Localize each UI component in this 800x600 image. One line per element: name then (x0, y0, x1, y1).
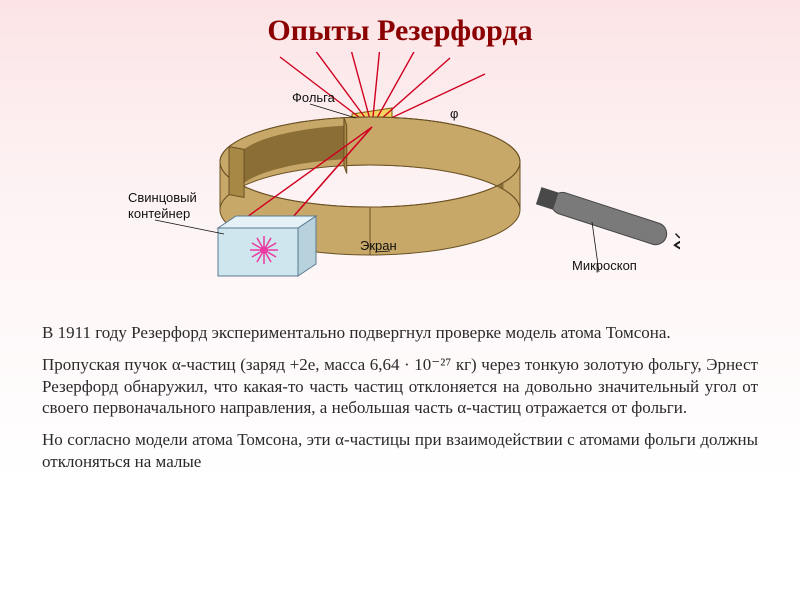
paragraph-1: В 1911 году Резерфорд экспериментально п… (42, 322, 758, 344)
svg-text:Микроскоп: Микроскоп (572, 258, 637, 273)
svg-text:φ: φ (450, 106, 458, 121)
paragraph-2: Пропуская пучок α-частиц (заряд +2e, мас… (42, 354, 758, 419)
svg-text:Фольга: Фольга (292, 90, 336, 105)
body-text: В 1911 году Резерфорд экспериментально п… (42, 322, 758, 473)
svg-text:Свинцовый: Свинцовый (128, 190, 197, 205)
page-title: Опыты Резерфорда (42, 14, 758, 48)
svg-text:контейнер: контейнер (128, 206, 190, 221)
paragraph-3: Но согласно модели атома Томсона, эти α-… (42, 429, 758, 473)
rutherford-diagram: Фольга φ Экран Микроскоп Свинцовыйконтейнер (120, 52, 680, 312)
svg-text:Экран: Экран (360, 238, 397, 253)
